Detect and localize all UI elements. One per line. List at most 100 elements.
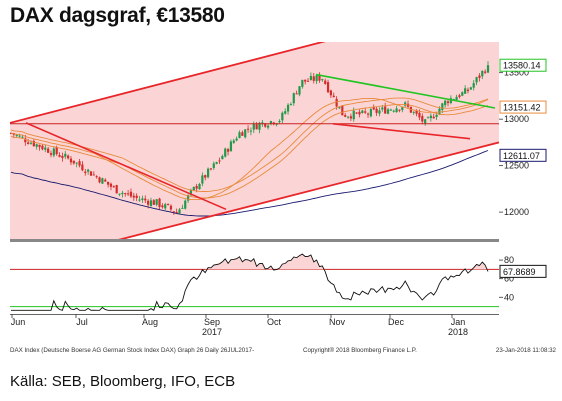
candle-body	[355, 112, 358, 114]
price-tag-label: 13580.14	[503, 61, 541, 71]
candle-body	[92, 174, 95, 176]
price-axis: 12000 12500 13000 13500	[499, 68, 529, 217]
candle-body	[27, 142, 30, 144]
candle-body	[309, 75, 313, 80]
candle-body	[127, 193, 130, 195]
candle-body	[201, 175, 204, 184]
candle-body	[209, 168, 213, 170]
moving-averages	[10, 97, 489, 217]
ma-40-lower	[10, 104, 489, 199]
rsi-panel	[10, 248, 499, 314]
candle-body	[161, 205, 164, 208]
candle-body	[432, 116, 435, 119]
candle-body	[41, 145, 44, 150]
candle-body	[81, 164, 84, 171]
candle-body	[315, 75, 318, 82]
candle-body	[192, 186, 195, 191]
candle-body	[206, 168, 210, 178]
candle-body	[486, 65, 490, 73]
candle-body	[138, 199, 141, 201]
candle-body	[44, 147, 47, 150]
candle-body	[478, 75, 481, 78]
candle-body	[89, 171, 93, 176]
candle-body	[84, 171, 87, 174]
candle-body	[455, 96, 458, 100]
candle-body	[415, 110, 418, 114]
month-tick-label: Oct	[267, 317, 282, 327]
candle-body	[358, 111, 361, 115]
rsi-tick-label: 80	[504, 255, 514, 265]
source-note: Källa: SEB, Bloomberg, IFO, ECB	[10, 373, 236, 390]
year-label: 2018	[448, 327, 468, 337]
candle-body	[418, 112, 421, 118]
candle-body	[366, 113, 370, 115]
candle-body	[198, 184, 201, 190]
price-tag-box	[499, 148, 547, 162]
candle-body	[155, 199, 158, 205]
candle-body	[444, 100, 447, 106]
candle-body	[95, 176, 98, 178]
candle-body	[169, 205, 173, 210]
candle-body	[292, 93, 295, 104]
candle-body	[115, 185, 118, 194]
footer-copyright: Copyright® 2018 Bloomberg Finance L.P.	[303, 347, 417, 354]
candle-body	[269, 121, 273, 125]
candle-body	[369, 109, 372, 117]
candle-body	[398, 109, 401, 111]
price-tag-box	[499, 100, 547, 114]
candle-body	[104, 179, 107, 182]
candle-body	[335, 98, 338, 107]
candle-body	[238, 132, 241, 138]
candle-body	[461, 92, 464, 96]
rsi-line	[11, 253, 489, 311]
candle-body	[326, 82, 330, 93]
price-tick-label: 12500	[504, 161, 529, 171]
candle-body	[38, 144, 41, 148]
candle-body	[361, 110, 364, 114]
candle-body	[421, 116, 424, 122]
month-tick-label: Nov	[329, 317, 346, 327]
candle-body	[189, 190, 193, 194]
candle-body	[255, 124, 258, 130]
price-tag-label: 12611.07	[503, 151, 540, 161]
candle-body	[424, 119, 427, 124]
candle-body	[21, 136, 24, 138]
candle-body	[464, 88, 467, 94]
candle-body	[372, 107, 375, 110]
candle-body	[172, 211, 175, 213]
candle-body	[458, 95, 461, 98]
candle-body	[72, 160, 75, 164]
trend-lines	[10, 42, 499, 240]
month-tick-label: Jan	[451, 317, 466, 327]
candle-body	[386, 109, 390, 114]
candle-body	[469, 87, 472, 90]
candle-body	[147, 200, 150, 205]
candle-body	[178, 209, 181, 214]
candle-body	[186, 195, 190, 201]
candle-body	[426, 117, 430, 119]
candle-body	[67, 155, 70, 159]
price-tick-label: 13000	[504, 114, 529, 124]
candle-body	[24, 138, 27, 143]
candle-body	[55, 147, 58, 155]
candle-body	[466, 89, 470, 92]
month-tick-label: Jun	[11, 317, 26, 327]
candle-body	[158, 198, 161, 207]
candle-body	[52, 148, 55, 156]
candle-body	[204, 175, 207, 178]
candle-body	[121, 192, 124, 195]
candle-body	[244, 129, 247, 138]
candle-body	[226, 149, 230, 152]
candle-body	[449, 98, 452, 104]
candle-body	[286, 104, 290, 112]
month-tick-label: Aug	[142, 317, 158, 327]
candle-body	[381, 107, 384, 110]
ma-30	[10, 97, 489, 201]
candle-body	[218, 160, 221, 162]
candle-body	[441, 103, 444, 110]
candle-body	[132, 195, 135, 198]
candle-body	[306, 80, 310, 82]
price-tag-label: 13151.42	[503, 103, 541, 113]
candle-body	[47, 148, 50, 153]
green-trend-line	[315, 73, 496, 109]
